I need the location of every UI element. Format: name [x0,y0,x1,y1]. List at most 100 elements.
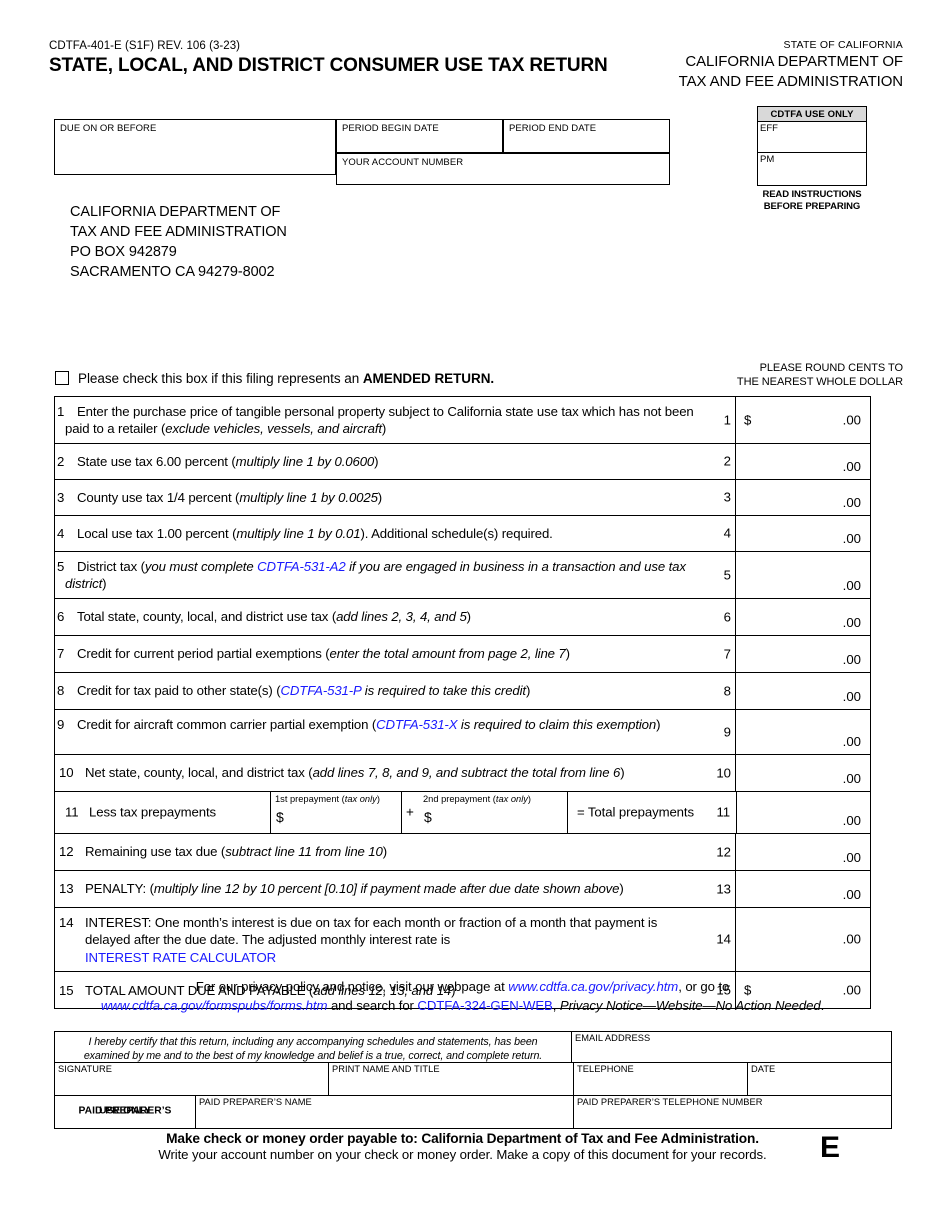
date-label: DATE [751,1064,776,1074]
period-end-date-field[interactable]: PERIOD END DATE [503,119,670,153]
line-6-leading-number: 6 [57,609,65,625]
line-7-description: 7 Credit for current period partial exemp… [55,636,710,672]
line-11-label: Less tax prepayments [89,804,217,820]
privacy-link-cdtfa-324-gen-web[interactable]: CDTFA-324-GEN-WEB [417,997,553,1013]
form-letter-e: E [820,1131,841,1164]
amended-return-checkbox[interactable] [55,371,69,385]
certification-line-1: I hereby certify that this return, inclu… [88,1036,538,1048]
line-8-amount-field[interactable]: .00 [736,673,870,709]
line-6-description: 6 Total state, county, local, and distric… [55,599,710,635]
due-on-or-before-label: DUE ON OR BEFORE [60,123,157,134]
line-12-description: 12 Remaining use tax due (subtract line 1… [55,834,710,870]
line-14-description: 14 INTEREST: One month’s interest is due… [55,908,710,971]
table-row-line-12: 12 Remaining use tax due (subtract line 1… [55,833,870,871]
line-14-text-a: INTEREST: One month’s interest is due on… [85,914,658,948]
line-15-text-a: TOTAL AMOUNT DUE AND PAYABLE ( [85,982,314,998]
privacy-link-formspubs[interactable]: www.cdtfa.ca.gov/formspubs/forms.htm [100,997,328,1013]
line-14-link-interest-rate-calculator[interactable]: INTEREST RATE CALCULATOR [85,949,277,965]
telephone-label: TELEPHONE [577,1064,634,1074]
line-8-text-b: ) [525,683,531,699]
first-prepayment-dollar-sign: $ [276,808,284,825]
period-begin-date-field[interactable]: PERIOD BEGIN DATE [336,119,503,153]
line-4-text-italic: multiply line 1 by 0.01 [236,526,361,542]
account-number-field[interactable]: YOUR ACCOUNT NUMBER [336,153,670,185]
line-11-cents: .00 [842,812,861,828]
line-11-amount-field[interactable]: .00 [736,791,870,833]
line-2-text-a: State use tax 6.00 percent ( [77,454,236,470]
footer-line-2: Write your account number on your check … [158,1147,767,1162]
line-3-number-cell: 3 [710,479,736,515]
second-prepayment-field[interactable]: 2nd prepayment (tax only) $ [419,792,567,833]
line-9-number-cell: 9 [710,709,736,754]
line-3-text-a: County use tax 1/4 percent ( [77,490,240,506]
line-1-amount-field[interactable]: $ .00 [736,397,870,443]
line-8-link-cdtfa-531-p[interactable]: CDTFA-531-P [280,683,362,699]
line-10-amount-field[interactable]: .00 [736,755,870,791]
email-address-field[interactable]: EMAIL ADDRESS [571,1032,891,1062]
table-row-line-3: 3 County use tax 1/4 percent (multiply li… [55,479,870,516]
line-7-text-b: ) [565,646,570,662]
line-8-text-a: Credit for tax paid to other state(s) ( [77,683,281,699]
line-4-text-a: Local use tax 1.00 percent ( [77,526,237,542]
line-7-amount-field[interactable]: .00 [736,636,870,672]
mailing-address-line-1: CALIFORNIA DEPARTMENT OF [70,204,281,220]
line-10-cents: .00 [842,770,861,786]
rounding-note-line-1: PLEASE ROUND CENTS TO [759,362,903,374]
table-row-line-14: 14 INTEREST: One month’s interest is due… [55,907,870,972]
certification-row: I hereby certify that this return, inclu… [55,1032,891,1063]
privacy-link-privacy-htm[interactable]: www.cdtfa.ca.gov/privacy.htm [508,979,679,994]
paid-preparer-use-only-line-1: PAID PREPARER’S [78,1105,172,1117]
line-6-amount-field[interactable]: .00 [736,599,870,635]
line-13-amount-field[interactable]: .00 [736,871,870,907]
due-on-or-before-field[interactable]: DUE ON OR BEFORE [54,119,336,175]
certification-statement: I hereby certify that this return, inclu… [55,1032,571,1062]
line-9-link-cdtfa-531-x[interactable]: CDTFA-531-X [376,716,458,732]
line-15-amount-field[interactable]: $ .00 [736,972,870,1008]
paid-preparers-telephone-field[interactable]: PAID PREPARER’S TELEPHONE NUMBER [573,1096,891,1128]
line-3-amount-field[interactable]: .00 [736,480,870,515]
date-field[interactable]: DATE [747,1063,891,1095]
state-of-california-label: STATE OF CALIFORNIA [783,39,903,51]
telephone-field[interactable]: TELEPHONE [573,1063,747,1095]
page-title: STATE, LOCAL, AND DISTRICT CONSUMER USE … [49,55,608,76]
privacy-text-3: and search for [327,997,418,1013]
line-5-amount-field[interactable]: .00 [736,552,870,598]
line-5-text-b: ) [102,576,107,592]
cdtfa-pm-field[interactable]: PM [758,153,866,185]
line-5-number-cell: 5 [710,551,736,598]
table-row-line-1: 1 Enter the purchase price of tangible pe… [55,397,870,444]
line-5-description: 5 District tax (you must complete CDTFA-5… [55,552,710,598]
form-code: CDTFA-401-E (S1F) REV. 106 (3-23) [49,40,241,52]
line-5-link-cdtfa-531-a2[interactable]: CDTFA-531-A2 [257,558,346,574]
line-7-text-a: Credit for current period partial exempt… [77,646,330,662]
privacy-text-6: . [820,997,825,1013]
line-15-dollar-sign: $ [744,982,752,998]
line-12-text-italic: subtract line 11 from line 10 [225,844,383,860]
line-7-text-italic: enter the total amount from page 2, line… [329,646,566,662]
cdtfa-eff-field[interactable]: EFF [758,122,866,153]
line-8-number-cell: 8 [710,672,736,709]
signature-row: SIGNATURE PRINT NAME AND TITLE TELEPHONE… [55,1063,891,1096]
line-14-cents: .00 [842,931,861,947]
line-9-amount-field[interactable]: .00 [736,710,870,754]
line-4-amount-field[interactable]: .00 [736,516,870,551]
cdtfa-use-only-box: CDTFA USE ONLY EFF PM [757,106,867,186]
privacy-text-5-italic: Privacy Notice—Website—No Action Needed [559,997,821,1013]
footer-instructions: Make check or money order payable to: Ca… [54,1131,871,1162]
line-2-amount-field[interactable]: .00 [736,444,870,479]
signature-field[interactable]: SIGNATURE [55,1063,328,1095]
print-name-and-title-field[interactable]: PRINT NAME AND TITLE [328,1063,573,1095]
line-13-text-a: PENALTY: ( [85,881,154,897]
amended-return-label: Please check this box if this filing rep… [78,371,494,386]
line-1-number-cell: 1 [710,397,736,443]
line-8-description: 8 Credit for tax paid to other state(s) (… [55,673,710,709]
paid-preparers-name-field[interactable]: PAID PREPARER’S NAME [195,1096,573,1128]
line-14-amount-field[interactable]: .00 [736,908,870,971]
read-instructions-line-2: BEFORE PREPARING [763,200,861,212]
table-row-line-13: 13 PENALTY: (multiply line 12 by 10 perce… [55,870,870,908]
first-prepayment-field[interactable]: 1st prepayment (tax only) $ [270,791,401,833]
line-12-amount-field[interactable]: .00 [736,834,870,870]
line-9-leading-number: 9 [57,716,65,732]
line-6-text-a: Total state, county, local, and district… [77,609,337,625]
